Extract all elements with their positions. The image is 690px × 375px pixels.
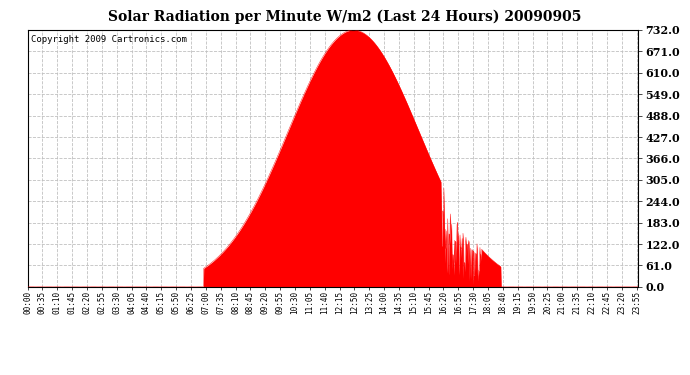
Text: Solar Radiation per Minute W/m2 (Last 24 Hours) 20090905: Solar Radiation per Minute W/m2 (Last 24… xyxy=(108,9,582,24)
Text: Copyright 2009 Cartronics.com: Copyright 2009 Cartronics.com xyxy=(30,35,186,44)
